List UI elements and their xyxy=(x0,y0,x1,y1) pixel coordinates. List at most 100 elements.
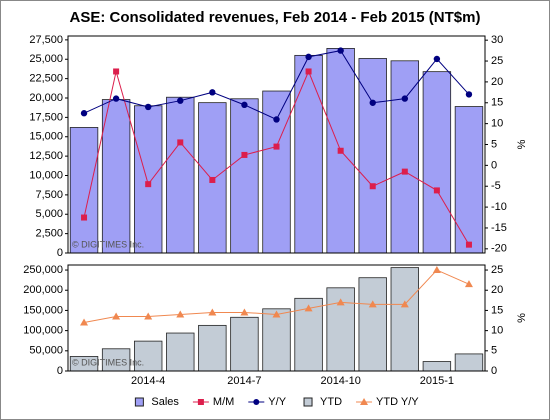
y-tick-label: 15,000 xyxy=(29,131,63,143)
bar xyxy=(294,54,323,254)
y-tick-label: 12,500 xyxy=(29,150,63,162)
marker xyxy=(176,310,185,318)
legend-label: Sales xyxy=(151,396,179,408)
legend-item: Y/Y xyxy=(248,396,287,408)
x-tick-label: 2015-1 xyxy=(420,375,454,387)
plot-frame xyxy=(67,35,486,254)
y2-axis-label: % xyxy=(516,313,528,323)
marker xyxy=(465,241,472,248)
marker xyxy=(400,300,409,308)
marker xyxy=(241,151,248,158)
marker xyxy=(241,101,248,109)
y2-tick-label: 25 xyxy=(491,264,503,276)
marker xyxy=(112,312,121,320)
legend-marker xyxy=(360,398,369,405)
y-tick-label: 2,500 xyxy=(35,228,63,240)
marker xyxy=(272,310,281,318)
marker xyxy=(401,95,409,102)
chart-title: ASE: Consolidated revenues, Feb 2014 - F… xyxy=(70,9,481,26)
legend-item: M/M xyxy=(192,396,234,408)
marker xyxy=(433,187,440,194)
marker xyxy=(369,183,376,190)
marker xyxy=(432,266,441,274)
marker xyxy=(209,89,216,96)
marker xyxy=(465,91,473,98)
y-tick-label: 25,000 xyxy=(29,53,63,65)
y2-axis-label: % xyxy=(516,139,528,149)
watermark: © DIGITIMES Inc. xyxy=(72,239,144,249)
bar xyxy=(454,353,484,372)
marker xyxy=(401,168,408,175)
y-tick-label: 250,000 xyxy=(23,264,63,276)
y2-tick-label: -5 xyxy=(491,180,501,192)
x-tick-label: 2014-4 xyxy=(131,375,165,387)
y2-tick-label: -20 xyxy=(491,243,507,255)
y2-tick-label: 20 xyxy=(491,76,503,88)
legend-marker xyxy=(253,399,260,405)
legend-swatch xyxy=(134,397,144,407)
marker xyxy=(80,110,88,117)
marker xyxy=(145,181,152,188)
y-tick-label: 7,500 xyxy=(35,189,63,201)
y2-tick-label: 5 xyxy=(491,138,497,150)
y-tick-label: 5,000 xyxy=(35,208,63,220)
bar xyxy=(101,99,131,254)
marker xyxy=(304,304,313,312)
marker xyxy=(113,68,120,75)
bar xyxy=(390,60,420,254)
marker xyxy=(337,147,344,154)
marker xyxy=(273,143,280,150)
bar xyxy=(69,127,99,254)
x-tick-label: 2014-10 xyxy=(320,375,360,387)
legend-label: Y/Y xyxy=(268,396,286,408)
legend-swatch xyxy=(303,397,313,407)
bar xyxy=(198,102,227,254)
bar xyxy=(262,308,291,372)
bar xyxy=(133,105,163,254)
x-tick-label: 2014-7 xyxy=(227,375,261,387)
y2-tick-label: 10 xyxy=(491,118,503,130)
y2-tick-label: 30 xyxy=(491,34,503,46)
marker xyxy=(336,298,345,306)
marker xyxy=(305,53,312,61)
legend-item: Sales xyxy=(134,396,179,408)
y2-tick-label: 5 xyxy=(491,345,497,357)
y-tick-label: 150,000 xyxy=(23,304,63,316)
y-tick-label: 10,000 xyxy=(29,169,63,181)
bar xyxy=(198,324,227,372)
legend-label: M/M xyxy=(213,396,234,408)
watermark: © DIGITIMES Inc. xyxy=(72,357,144,367)
marker xyxy=(144,312,153,320)
y-tick-label: 20,000 xyxy=(29,92,63,104)
marker xyxy=(273,116,280,123)
y-tick-label: 27,500 xyxy=(29,34,63,46)
y-tick-label: 200,000 xyxy=(23,284,63,296)
y-tick-label: 0 xyxy=(57,247,63,259)
marker xyxy=(209,176,216,183)
marker xyxy=(337,47,344,54)
y2-tick-label: 0 xyxy=(491,365,497,377)
bar xyxy=(230,316,259,372)
bar xyxy=(390,267,420,372)
marker xyxy=(112,95,120,102)
y-tick-label: 0 xyxy=(57,365,63,377)
legend-item: YTD Y/Y xyxy=(356,396,419,408)
y-tick-label: 100,000 xyxy=(23,325,63,337)
marker xyxy=(81,214,88,221)
y-tick-label: 22,500 xyxy=(29,73,63,85)
bar xyxy=(166,96,195,254)
marker xyxy=(240,308,249,316)
marker xyxy=(208,308,217,316)
y-tick-label: 50,000 xyxy=(29,345,63,357)
bar xyxy=(358,58,387,254)
legend-item: YTD xyxy=(303,396,342,408)
bar xyxy=(422,71,452,254)
y-tick-label: 17,500 xyxy=(29,111,63,123)
y2-tick-label: 15 xyxy=(491,304,503,316)
marker xyxy=(464,280,473,288)
marker xyxy=(144,103,152,111)
legend-label: YTD Y/Y xyxy=(376,396,419,408)
bar xyxy=(454,106,484,254)
